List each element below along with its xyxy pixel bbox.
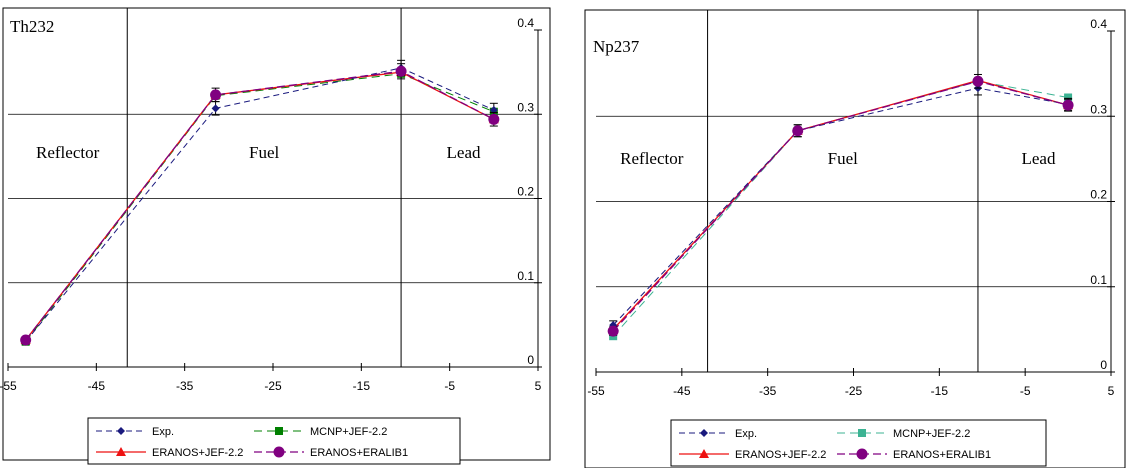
x-tick-label: -45 [88, 379, 106, 393]
y-tick-label: 0.3 [1090, 102, 1107, 116]
legend-label: Exp. [735, 428, 757, 440]
data-point [273, 446, 285, 458]
legend-item: ERANOS+JEF-2.2 [679, 449, 826, 461]
legend-item: MCNP+JEF-2.2 [254, 426, 387, 438]
legend-label: ERANOS+ERALIB1 [893, 449, 991, 461]
legend-label: ERANOS+ERALIB1 [310, 447, 408, 459]
legend: Exp. MCNP+JEF-2.2 ERANOS+JEF-2.2 ERANOS+ERA… [87, 417, 461, 465]
data-point [275, 427, 283, 435]
legend-item: MCNP+JEF-2.2 [837, 428, 970, 440]
x-tick-label: 5 [535, 379, 542, 393]
chart-frame [584, 9, 1126, 468]
x-tick-label: -35 [176, 379, 194, 393]
x-tick-label: -45 [673, 384, 691, 398]
y-tick-label: 0.3 [517, 100, 534, 114]
data-point [1062, 99, 1074, 111]
y-tick-label: 0.1 [517, 269, 534, 283]
data-point [20, 334, 32, 346]
data-point [489, 106, 498, 115]
legend: Exp. MCNP+JEF-2.2 ERANOS+JEF-2.2 ERANOS+ERA… [670, 419, 1047, 467]
x-tick-label: -35 [759, 384, 777, 398]
y-tick-label: 0 [527, 353, 534, 367]
legend-item: Exp. [96, 426, 174, 438]
y-tick-label: 0.2 [517, 185, 534, 199]
region-label-lead: Lead [447, 143, 481, 162]
legend-item: ERANOS+ERALIB1 [254, 446, 408, 459]
legend-item: ERANOS+ERALIB1 [837, 448, 991, 461]
x-tick-label: -5 [444, 379, 455, 393]
th232-chart: -55 -45 -35 -25 -15 -5 500.10.20.30.4Th232Refl… [0, 7, 551, 465]
data-point [607, 325, 619, 337]
legend-label: Exp. [152, 426, 174, 438]
x-tick-label: -15 [931, 384, 949, 398]
data-point [211, 104, 220, 113]
data-point [856, 448, 868, 460]
x-tick-label: -25 [845, 384, 863, 398]
series-line [612, 80, 1069, 332]
data-point [210, 89, 222, 101]
x-tick-label: -55 [0, 379, 17, 393]
legend-label: MCNP+JEF-2.2 [310, 426, 387, 438]
data-point [117, 427, 125, 435]
series-line [25, 67, 495, 343]
series-line [25, 70, 495, 341]
x-tick-label: 5 [1108, 384, 1115, 398]
data-point [395, 65, 407, 77]
legend-label: ERANOS+JEF-2.2 [735, 449, 826, 461]
y-tick-label: 0.4 [1090, 17, 1107, 31]
data-point [858, 429, 866, 437]
y-tick-label: 0.2 [1090, 188, 1107, 202]
legend-box [87, 417, 461, 465]
legend-item: Exp. [679, 428, 757, 440]
region-label-fuel: Fuel [828, 149, 859, 168]
chart-frame [2, 7, 551, 461]
chart-title: Th232 [10, 17, 54, 36]
region-label-reflector: Reflector [36, 143, 100, 162]
region-label-fuel: Fuel [249, 143, 280, 162]
series-eranos-eralib1 [20, 63, 500, 346]
legend-label: ERANOS+JEF-2.2 [152, 447, 243, 459]
x-tick-label: -25 [264, 379, 282, 393]
y-tick-label: 0.1 [1090, 273, 1107, 287]
y-tick-label: 0 [1100, 358, 1107, 372]
chart-title: Np237 [593, 37, 640, 56]
series-line [612, 87, 1069, 326]
np237-chart: -55 -45 -35 -25 -15 -5 500.10.20.30.4Np237Refl… [584, 9, 1126, 468]
legend-item: ERANOS+JEF-2.2 [96, 447, 243, 459]
data-point [1064, 93, 1073, 102]
y-tick-label: 0.4 [517, 16, 534, 30]
data-point [700, 429, 708, 437]
data-point [488, 113, 500, 125]
series-eranos-eralib1 [607, 73, 1074, 337]
x-tick-label: -55 [587, 384, 605, 398]
series-line [25, 73, 495, 343]
region-label-reflector: Reflector [620, 149, 684, 168]
region-label-lead: Lead [1021, 149, 1055, 168]
legend-box [670, 419, 1047, 467]
data-point [972, 75, 984, 87]
data-point [699, 449, 709, 458]
data-point [792, 125, 804, 137]
x-tick-label: -15 [353, 379, 371, 393]
x-tick-label: -5 [1020, 384, 1031, 398]
legend-label: MCNP+JEF-2.2 [893, 428, 970, 440]
data-point [116, 447, 126, 456]
